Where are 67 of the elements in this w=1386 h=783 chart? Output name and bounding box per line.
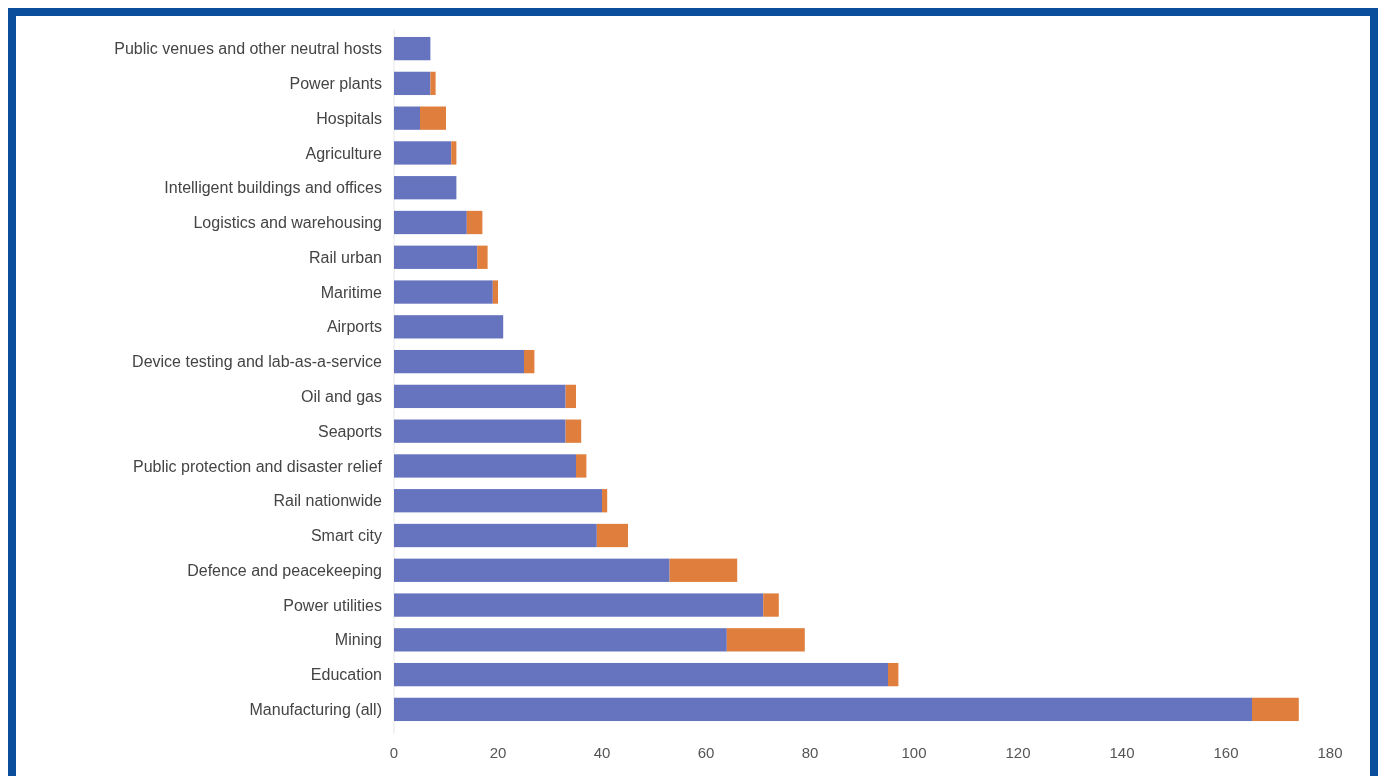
x-tick-label: 120 (1005, 744, 1031, 761)
bar (451, 141, 457, 165)
bar (602, 489, 608, 513)
bar (394, 176, 457, 200)
bar (394, 349, 524, 374)
bar (394, 71, 431, 96)
x-tick-label: 40 (593, 744, 611, 761)
bar (420, 106, 446, 130)
y-tick-label: Manufacturing (all) (249, 700, 382, 718)
y-tick-label: Smart city (310, 527, 382, 545)
bar (430, 71, 436, 96)
bar (394, 523, 597, 548)
bar (565, 419, 582, 443)
bar (576, 454, 587, 478)
bar (726, 628, 805, 652)
bar (394, 106, 420, 130)
bar (596, 523, 628, 548)
bar (477, 245, 488, 269)
bar (1252, 697, 1299, 722)
y-tick-label: Rail nationwide (273, 492, 383, 510)
bar (394, 489, 602, 513)
y-tick-label: Device testing and lab-as-a-service (132, 353, 383, 371)
y-tick-label: Maritime (320, 283, 383, 301)
y-tick-label: Oil and gas (301, 387, 382, 405)
bar (394, 697, 1252, 722)
x-tick-label: 20 (489, 744, 507, 761)
bar (394, 662, 888, 687)
x-tick-label: 80 (801, 744, 819, 761)
x-tick-label: 60 (697, 744, 715, 761)
y-tick-label: Mining (334, 631, 382, 649)
y-tick-label: Intelligent buildings and offices (164, 179, 382, 197)
y-tick-label: Defence and peacekeeping (187, 561, 382, 579)
bar (394, 210, 467, 235)
bar (394, 384, 566, 409)
bar (888, 662, 899, 687)
y-tick-label: Rail urban (309, 248, 382, 266)
y-tick-label: Agriculture (305, 144, 383, 162)
bar (669, 558, 738, 582)
bar (524, 349, 535, 374)
y-tick-label: Airports (326, 318, 382, 336)
bar (763, 593, 779, 617)
bar (394, 558, 670, 582)
x-tick-label: 160 (1213, 744, 1239, 761)
y-tick-label: Public protection and disaster relief (132, 457, 383, 475)
y-tick-label: Power plants (289, 74, 382, 92)
bar (394, 315, 504, 339)
x-tick-label: 180 (1317, 744, 1343, 761)
x-tick-label: 100 (901, 744, 927, 761)
y-tick-label: Public venues and other neutral hosts (114, 40, 382, 58)
bar (394, 141, 452, 165)
bar (394, 280, 493, 304)
bar (394, 36, 431, 61)
bar (394, 593, 764, 617)
x-tick-label: 140 (1109, 744, 1135, 761)
y-tick-label: Education (310, 666, 382, 684)
y-tick-label: Power utilities (283, 596, 382, 614)
y-tick-label: Logistics and warehousing (193, 214, 382, 232)
y-tick-label: Hospitals (316, 109, 382, 127)
bar (492, 280, 498, 304)
bar (466, 210, 483, 235)
bar (394, 245, 478, 269)
bar (394, 454, 576, 478)
bar (565, 384, 576, 409)
bar (394, 419, 566, 443)
bar (394, 628, 727, 652)
x-tick-label: 0 (389, 744, 399, 761)
y-tick-label: Seaports (317, 422, 382, 440)
